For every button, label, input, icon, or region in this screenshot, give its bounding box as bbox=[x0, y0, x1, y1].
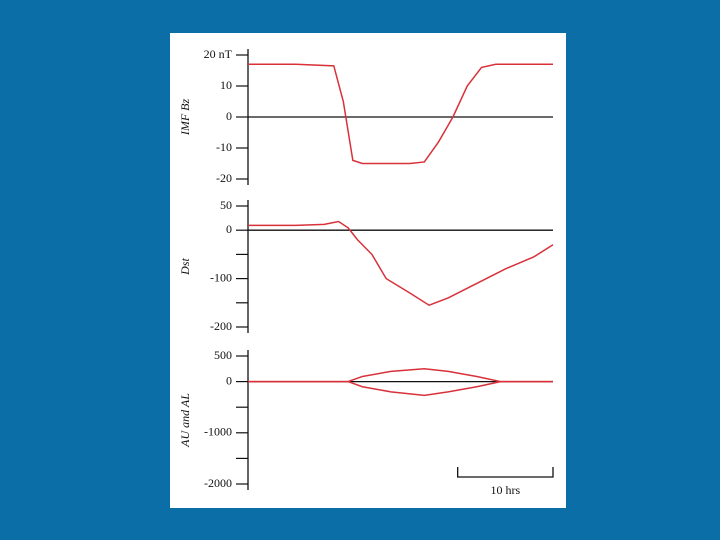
y-tick-label: -1000 bbox=[204, 425, 232, 439]
y-tick-label: 0 bbox=[226, 373, 232, 387]
y-tick-label: -20 bbox=[216, 171, 232, 185]
y-axis-label: AU and AL bbox=[178, 393, 192, 448]
data-line bbox=[248, 220, 554, 307]
scale-bar-label: 10 hrs bbox=[491, 483, 521, 497]
y-tick-label: 500 bbox=[214, 348, 232, 362]
y-tick-label: -200 bbox=[210, 319, 232, 333]
y-axis-label: Dst bbox=[178, 258, 192, 276]
y-tick-label: 0 bbox=[226, 109, 232, 123]
y-tick-label: -10 bbox=[216, 140, 232, 154]
data-line bbox=[248, 63, 553, 165]
y-tick-label: -2000 bbox=[204, 476, 232, 490]
y-tick-label: -100 bbox=[210, 270, 232, 284]
data-line bbox=[248, 380, 553, 397]
y-tick-label: 20 nT bbox=[204, 47, 233, 61]
y-tick-label: 50 bbox=[220, 198, 232, 212]
figure-panel bbox=[170, 33, 566, 508]
y-tick-label: 10 bbox=[220, 78, 232, 92]
y-axis-label: IMF Bz bbox=[178, 99, 192, 137]
y-tick-label: 0 bbox=[226, 222, 232, 236]
scale-bar bbox=[457, 467, 554, 478]
